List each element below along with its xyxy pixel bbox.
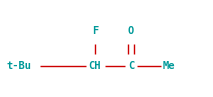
Text: t-Bu: t-Bu	[7, 61, 32, 71]
Text: CH: CH	[89, 61, 101, 71]
Text: Me: Me	[163, 61, 176, 71]
Text: F: F	[92, 26, 98, 36]
Text: C: C	[128, 61, 134, 71]
Text: O: O	[128, 26, 134, 36]
